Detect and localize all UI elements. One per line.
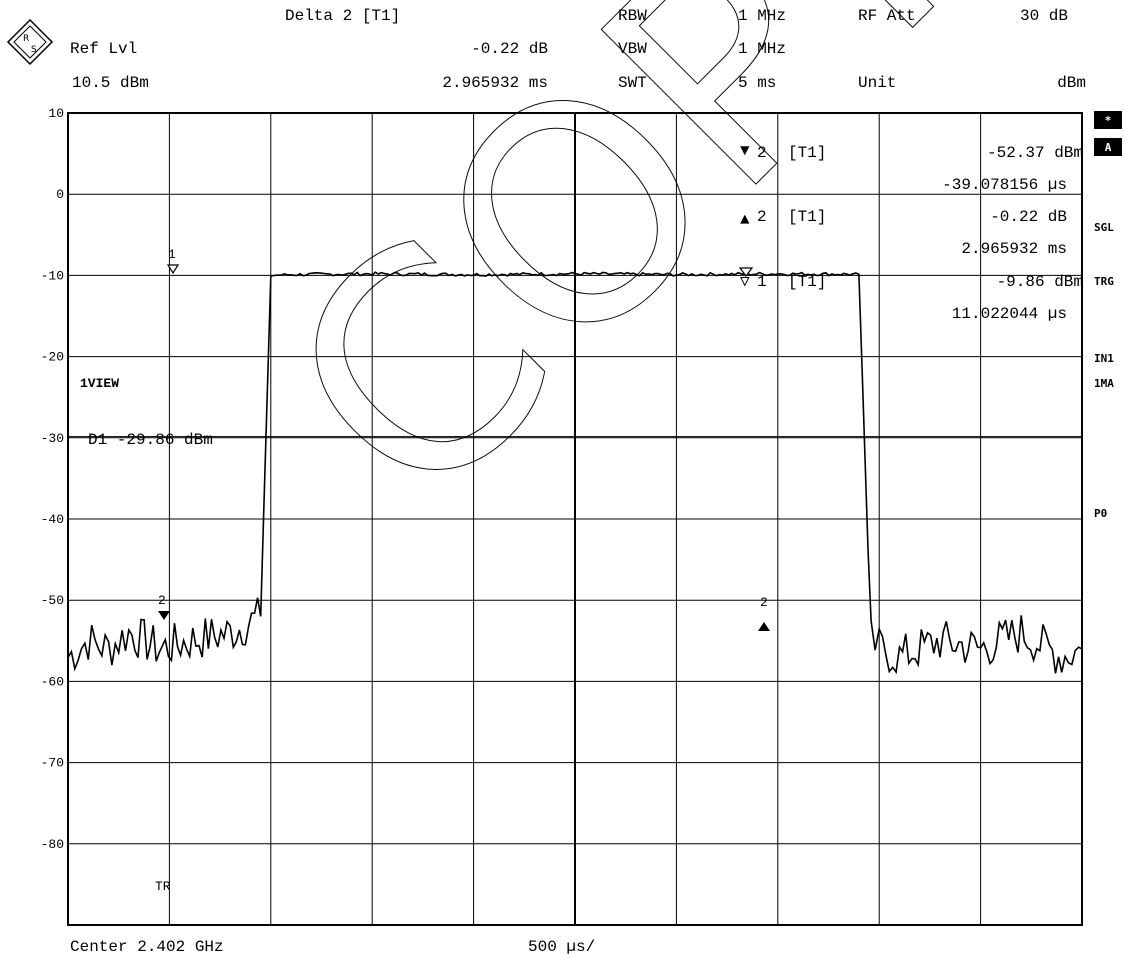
center-frequency-label: Center 2.402 GHz (70, 938, 224, 956)
tr-label: TR (155, 879, 171, 894)
vbw-value: 1 MHz (738, 40, 786, 58)
unit-value: dBm (1057, 74, 1086, 92)
y-tick-label: -30 (41, 431, 64, 446)
y-tick-label: 0 (56, 187, 64, 202)
delta-marker-label: Delta 2 [T1] (285, 7, 400, 25)
copy-watermark: COPY (223, 0, 1042, 571)
y-tick-label: -50 (41, 593, 64, 608)
marker-row-1-trace: [T1] (788, 144, 826, 162)
delta-2-up-symbol (758, 622, 770, 631)
rf-att-value: 30 dB (1020, 7, 1068, 25)
delta-marker-time: 2.965932 ms (442, 74, 548, 92)
badge-a (1094, 138, 1122, 156)
marker-row-3-symbol: ▽ (740, 273, 750, 291)
marker-row-3-time: 11.022044 µs (952, 305, 1067, 323)
side-status-column: * A SGL TRG IN1 1MA P0 (1094, 111, 1122, 520)
marker-info-panel: ▼ 2 [T1] -52.37 dBm -39.078156 µs ▲ 2 [T… (740, 142, 1083, 323)
copy-watermark-text: COPY (223, 0, 1041, 570)
marker-row-3: ▽ 1 [T1] -9.86 dBm 11.022044 µs (740, 273, 1083, 323)
trg-label: TRG (1094, 275, 1114, 288)
ma1-label: 1MA (1094, 377, 1114, 390)
in1-label: IN1 (1094, 352, 1114, 365)
span-per-division-label: 500 µs/ (528, 938, 595, 956)
display-line-label: D1 -29.86 dBm (88, 431, 213, 449)
swt-value: 5 ms (738, 74, 776, 92)
y-tick-label: -70 (41, 756, 64, 771)
view-label: 1VIEW (80, 376, 119, 391)
marker-row-1-time: -39.078156 µs (942, 176, 1067, 194)
ref-level-label: Ref Lvl (70, 40, 137, 58)
badge-star (1094, 111, 1122, 129)
marker-1-symbol (166, 264, 180, 275)
marker-row-3-trace: [T1] (788, 273, 826, 291)
delta-marker-value: -0.22 dB (471, 40, 548, 58)
rf-att-label: RF Att (858, 7, 916, 25)
marker-row-2-value: -0.22 dB (990, 208, 1067, 226)
rbw-value: 1 MHz (738, 7, 786, 25)
y-tick-label: -60 (41, 674, 64, 689)
badge-star-text: * (1105, 114, 1112, 127)
header: Ref Lvl 10.5 dBm Delta 2 [T1] -0.22 dB 2… (70, 7, 1086, 92)
marker-row-2-symbol: ▲ (740, 211, 750, 229)
marker-row-1-value: -52.37 dBm (987, 144, 1083, 162)
y-tick-label: -10 (41, 268, 64, 283)
marker-row-2-number: 2 (757, 208, 767, 226)
rohde-schwarz-logo-icon: R S (6, 18, 54, 66)
marker-row-3-number: 1 (757, 273, 767, 291)
marker-1-right-symbol (738, 267, 754, 277)
y-tick-label: -40 (41, 512, 64, 527)
y-tick-label: -20 (41, 350, 64, 365)
y-tick-label: -80 (41, 837, 64, 852)
marker-row-1-number: 2 (757, 144, 767, 162)
vbw-label: VBW (618, 40, 647, 58)
p0-label: P0 (1094, 507, 1107, 520)
trace-1 (67, 271, 1083, 675)
y-tick-label: 10 (48, 106, 64, 121)
unit-label: Unit (858, 74, 896, 92)
swt-label: SWT (618, 74, 647, 92)
marker-row-2-time: 2.965932 ms (961, 240, 1067, 258)
marker-row-1: ▼ 2 [T1] -52.37 dBm -39.078156 µs (740, 142, 1083, 194)
svg-text:R: R (23, 34, 29, 44)
marker-2-tag-left: 2 (158, 593, 166, 608)
badge-a-text: A (1105, 141, 1112, 154)
rbw-label: RBW (618, 7, 647, 25)
y-axis-ticks: 10 0 -10 -20 -30 -40 -50 -60 -70 -80 (41, 106, 64, 852)
ref-level-value: 10.5 dBm (72, 74, 149, 92)
marker-row-3-value: -9.86 dBm (997, 273, 1083, 291)
sgl-label: SGL (1094, 221, 1114, 234)
marker-row-2: ▲ 2 [T1] -0.22 dB 2.965932 ms (740, 208, 1067, 258)
plot-grid (67, 112, 1083, 926)
marker-row-1-symbol: ▼ (740, 142, 750, 160)
marker-row-2-trace: [T1] (788, 208, 826, 226)
svg-text:S: S (31, 45, 37, 55)
marker-2-tag-right: 2 (760, 595, 768, 610)
marker-2-down-symbol (158, 611, 170, 620)
marker-1-tag: 1 (168, 247, 176, 262)
